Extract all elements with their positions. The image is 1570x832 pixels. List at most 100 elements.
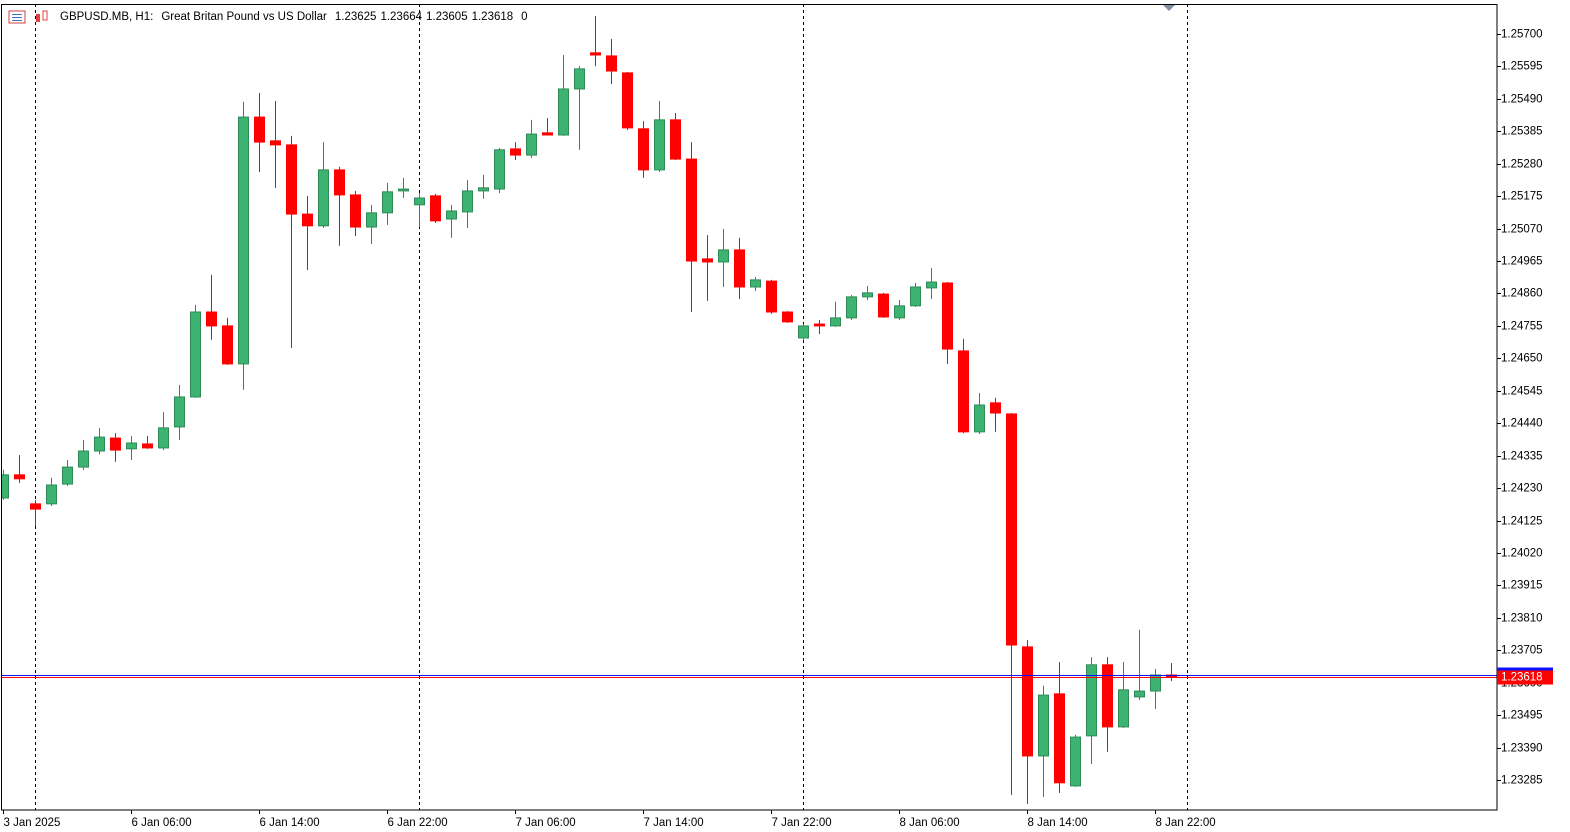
y-tick-label: 1.23705 bbox=[1501, 645, 1543, 657]
candle-body bbox=[142, 443, 153, 449]
candle-body bbox=[430, 195, 441, 222]
candle-body bbox=[334, 169, 345, 196]
candle-body bbox=[590, 52, 601, 56]
candle-body bbox=[110, 437, 121, 451]
candle-body bbox=[46, 484, 57, 505]
x-tick-label: 6 Jan 06:00 bbox=[132, 817, 192, 829]
candle-body bbox=[462, 190, 473, 213]
y-tick-label: 1.24545 bbox=[1501, 386, 1543, 398]
candle-body bbox=[638, 128, 649, 171]
candle-body bbox=[446, 210, 457, 220]
candle-body bbox=[1102, 664, 1113, 728]
candle-body bbox=[222, 325, 233, 365]
candle-body bbox=[366, 212, 377, 228]
x-tick-label: 3 Jan 2025 bbox=[4, 817, 61, 829]
candle-body bbox=[238, 116, 249, 365]
candle-body bbox=[1054, 693, 1065, 784]
y-tick-label: 1.24755 bbox=[1501, 321, 1543, 333]
y-tick-label: 1.23495 bbox=[1501, 710, 1543, 722]
candle-body bbox=[622, 72, 633, 129]
candle-body bbox=[510, 148, 521, 156]
candle-body bbox=[78, 450, 89, 468]
y-tick-label: 1.24230 bbox=[1501, 483, 1543, 495]
candle-body bbox=[94, 436, 105, 452]
y-tick-label: 1.24860 bbox=[1501, 288, 1543, 300]
candle-body bbox=[62, 466, 73, 485]
candle-body bbox=[526, 133, 537, 156]
candle-body bbox=[126, 442, 137, 450]
y-tick-label: 1.23915 bbox=[1501, 580, 1543, 592]
x-tick-label: 6 Jan 14:00 bbox=[260, 817, 320, 829]
x-tick-label: 6 Jan 22:00 bbox=[388, 817, 448, 829]
price-label-bg bbox=[1497, 670, 1553, 685]
y-tick-label: 1.23390 bbox=[1501, 743, 1543, 755]
candle-body bbox=[718, 249, 729, 263]
candle-body bbox=[814, 323, 825, 327]
x-tick-label: 8 Jan 22:00 bbox=[1156, 817, 1216, 829]
candle-body bbox=[734, 249, 745, 288]
candle-body bbox=[654, 119, 665, 171]
candle-body bbox=[1038, 694, 1049, 757]
candle-body bbox=[750, 279, 761, 288]
y-tick-label: 1.25070 bbox=[1501, 224, 1543, 236]
y-tick-label: 1.25385 bbox=[1501, 126, 1543, 138]
candle-body bbox=[174, 396, 185, 428]
candle-body bbox=[542, 132, 553, 136]
candle-body bbox=[382, 191, 393, 214]
x-tick-label: 7 Jan 06:00 bbox=[516, 817, 576, 829]
candle-body bbox=[686, 158, 697, 262]
y-tick-label: 1.25280 bbox=[1501, 159, 1543, 171]
candle-body bbox=[254, 116, 265, 143]
candle-body bbox=[318, 169, 329, 227]
y-tick-label: 1.23285 bbox=[1501, 775, 1543, 787]
price-label: 1.23618 bbox=[1501, 672, 1543, 684]
icon-candle[interactable] bbox=[36, 14, 40, 22]
candle-body bbox=[270, 140, 281, 146]
candle-body bbox=[974, 404, 985, 433]
candle-body bbox=[302, 213, 313, 227]
volume-value: 0 bbox=[521, 11, 527, 23]
x-tick-label: 7 Jan 14:00 bbox=[644, 817, 704, 829]
plot-border bbox=[1, 4, 1498, 811]
symbol: GBPUSD.MB, H1: bbox=[60, 11, 153, 23]
candle-body bbox=[1022, 646, 1033, 757]
y-tick-label: 1.25175 bbox=[1501, 191, 1543, 203]
x-tick-label: 8 Jan 06:00 bbox=[900, 817, 960, 829]
shift-marker[interactable] bbox=[1163, 5, 1175, 11]
y-tick-label: 1.24440 bbox=[1501, 418, 1543, 430]
candle-body bbox=[926, 281, 937, 289]
candle-body bbox=[878, 293, 889, 318]
y-tick-label: 1.25595 bbox=[1501, 61, 1543, 73]
candle-body bbox=[478, 187, 489, 192]
open-value: 1.23625 bbox=[335, 11, 377, 23]
candle-body bbox=[414, 197, 425, 206]
candle-body bbox=[494, 149, 505, 190]
candle-body bbox=[782, 311, 793, 323]
candle-body bbox=[862, 292, 873, 298]
chart-icons[interactable] bbox=[8, 10, 48, 24]
candle-body bbox=[558, 88, 569, 136]
icon-candle[interactable] bbox=[42, 10, 48, 21]
y-tick-label: 1.25490 bbox=[1501, 94, 1543, 106]
candle-body bbox=[1086, 664, 1097, 737]
candle-body bbox=[286, 144, 297, 215]
candle-body bbox=[798, 325, 809, 339]
candle-body bbox=[670, 119, 681, 160]
high-value: 1.23664 bbox=[380, 11, 422, 23]
candle-body bbox=[398, 188, 409, 192]
candle-body bbox=[766, 280, 777, 313]
y-tick-label: 1.24020 bbox=[1501, 548, 1543, 560]
description: Great Britan Pound vs US Dollar bbox=[161, 11, 327, 23]
y-tick-label: 1.24125 bbox=[1501, 516, 1543, 528]
candle-body bbox=[990, 402, 1001, 414]
y-tick-label: 1.24650 bbox=[1501, 353, 1543, 365]
candle-body bbox=[30, 503, 41, 510]
x-tick-label: 8 Jan 14:00 bbox=[1028, 817, 1088, 829]
candle-body bbox=[1006, 413, 1017, 646]
candle-body bbox=[1118, 689, 1129, 728]
candle-body bbox=[190, 311, 201, 398]
candle-body bbox=[830, 317, 841, 327]
